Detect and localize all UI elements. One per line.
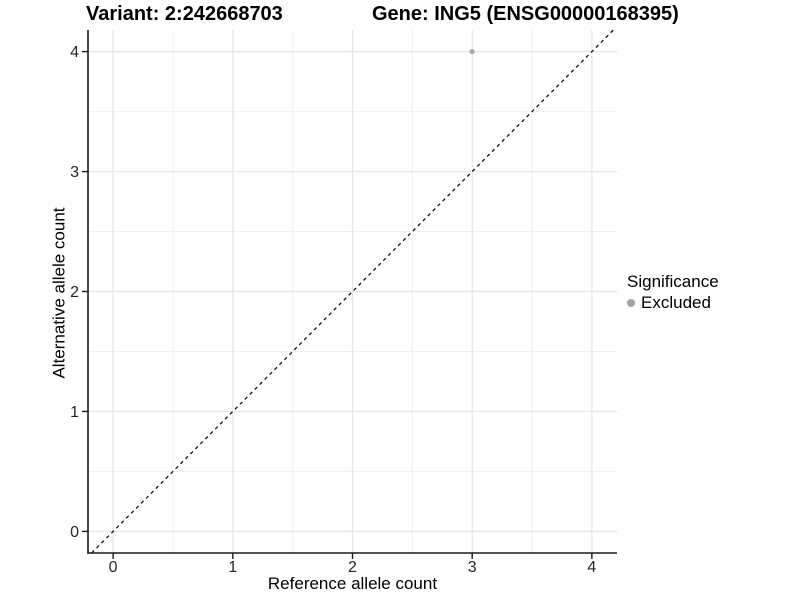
legend-item-label: Excluded [641, 293, 711, 312]
x-tick-label: 2 [348, 559, 357, 576]
y-tick-label: 1 [70, 404, 79, 421]
x-tick-label: 4 [587, 559, 596, 576]
data-point [469, 48, 475, 55]
x-axis-title: Reference allele count [267, 574, 438, 593]
y-tick-label: 3 [70, 164, 79, 181]
legend-item-excluded: Excluded [627, 293, 719, 312]
y-tick-label: 0 [70, 524, 79, 541]
x-tick-label: 1 [228, 559, 237, 576]
legend: Significance Excluded [627, 272, 719, 312]
excluded-marker-icon [627, 298, 635, 307]
variant-title: Variant: 2:242668703 [86, 3, 283, 25]
legend-title: Significance [627, 272, 719, 291]
x-tick-label: 0 [109, 559, 118, 576]
y-axis-title: Alternative allele count [49, 207, 69, 379]
x-tick-label: 3 [468, 559, 477, 576]
y-tick-label: 2 [70, 284, 79, 301]
y-tick-label: 4 [70, 44, 79, 61]
gene-title: Gene: ING5 (ENSG00000168395) [372, 3, 679, 25]
